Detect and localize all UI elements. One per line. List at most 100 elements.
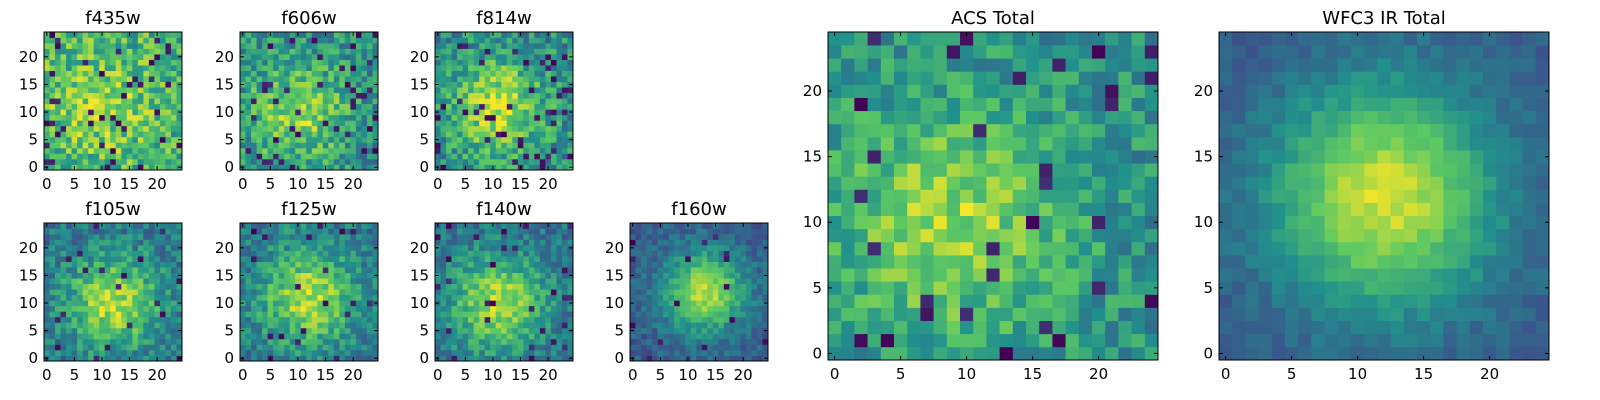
heatmap-cell — [267, 349, 274, 356]
heatmap-cell — [372, 76, 379, 83]
heatmap-cell — [350, 109, 357, 116]
heatmap-cell — [528, 300, 535, 307]
heatmap-cell — [745, 305, 752, 312]
y-tick-label: 0 — [224, 349, 234, 367]
heatmap-cell — [756, 300, 763, 307]
heatmap-cell — [679, 261, 686, 268]
heatmap-cell — [712, 250, 719, 257]
y-tick-label: 15 — [19, 75, 38, 93]
heatmap-cell — [561, 338, 568, 345]
heatmap-cell — [523, 333, 530, 340]
heatmap-cell — [350, 344, 357, 351]
heatmap-cell — [646, 245, 653, 251]
heatmap-cell — [344, 98, 351, 105]
heatmap-cell — [495, 294, 502, 301]
heatmap-cell — [517, 98, 524, 105]
heatmap-cell — [295, 267, 302, 274]
heatmap-cell — [77, 98, 83, 105]
axes-frame — [434, 222, 574, 362]
heatmap-cell — [115, 120, 122, 127]
heatmap-cell — [137, 65, 144, 71]
heatmap-cell — [165, 65, 172, 71]
heatmap-cell — [49, 278, 56, 285]
heatmap-cell — [165, 81, 172, 88]
heatmap-cell — [630, 239, 636, 246]
heatmap-cell — [701, 316, 708, 323]
heatmap-cell — [372, 103, 379, 110]
heatmap-cell — [372, 70, 379, 77]
heatmap-cell — [1052, 255, 1066, 269]
heatmap-cell — [306, 153, 313, 160]
heatmap-cell — [170, 125, 177, 132]
heatmap-cell — [561, 234, 568, 240]
heatmap-cell — [462, 48, 469, 55]
heatmap-cell — [1144, 255, 1159, 269]
heatmap-cell — [545, 316, 552, 323]
heatmap-cell — [49, 300, 56, 307]
heatmap-cell — [657, 234, 664, 240]
heatmap-cell — [300, 245, 307, 251]
heatmap-cell — [148, 316, 155, 323]
heatmap-cell — [435, 283, 441, 290]
heatmap-cell — [635, 327, 642, 334]
heatmap-cell — [501, 278, 508, 285]
heatmap-cell — [517, 349, 524, 356]
heatmap-cell — [756, 305, 763, 312]
heatmap-cell — [110, 65, 117, 71]
heatmap-cell — [55, 43, 61, 49]
heatmap-cell — [729, 322, 736, 329]
heatmap-cell — [506, 37, 513, 44]
heatmap-cell — [479, 311, 486, 318]
heatmap-cell — [295, 59, 302, 66]
heatmap-cell — [674, 349, 681, 356]
heatmap-cell — [652, 322, 658, 329]
heatmap-cell — [77, 261, 83, 268]
heatmap-cell — [170, 245, 177, 251]
heatmap-cell — [484, 87, 491, 94]
axes-frame — [629, 222, 769, 362]
heatmap-cell — [1118, 228, 1132, 243]
heatmap-cell — [82, 228, 89, 235]
heatmap-cell — [484, 147, 491, 154]
heatmap-cell — [344, 234, 351, 240]
heatmap-cell — [501, 344, 508, 351]
heatmap-cell — [60, 142, 67, 149]
heatmap-cell — [723, 234, 730, 240]
heatmap-cell — [668, 272, 675, 279]
heatmap-cell — [468, 261, 474, 268]
heatmap-cell — [333, 147, 340, 154]
heatmap-cell — [137, 333, 144, 340]
heatmap-cell — [110, 54, 117, 60]
heatmap-cell — [663, 239, 669, 246]
heatmap-cell — [457, 294, 463, 301]
heatmap-cell — [451, 37, 458, 44]
heatmap-cell — [435, 153, 441, 160]
heatmap-cell — [451, 158, 458, 165]
heatmap-cell — [132, 338, 139, 345]
heatmap-cell — [539, 131, 546, 138]
heatmap-cell — [696, 327, 703, 334]
heatmap-cell — [501, 98, 508, 105]
heatmap-cell — [245, 228, 252, 235]
heatmap-cell — [1065, 241, 1080, 256]
heatmap-cell — [170, 327, 177, 334]
heatmap-cell — [350, 311, 357, 318]
heatmap-cell — [256, 103, 263, 110]
heatmap-cell — [344, 103, 351, 110]
heatmap-cell — [339, 322, 346, 329]
heatmap-cell — [289, 142, 296, 149]
heatmap-cell — [556, 322, 563, 329]
heatmap-cell — [55, 344, 61, 351]
heatmap-cell — [534, 70, 541, 77]
heatmap-cell — [256, 294, 263, 301]
heatmap-cell — [355, 131, 362, 138]
heatmap-cell — [435, 103, 441, 110]
heatmap-cell — [55, 114, 61, 121]
heatmap-cell — [267, 142, 274, 149]
heatmap-cell — [528, 228, 535, 235]
heatmap-cell — [495, 355, 502, 362]
heatmap-cell — [528, 48, 535, 55]
heatmap-cell — [451, 147, 458, 154]
heatmap-cell — [867, 294, 882, 308]
heatmap-cell — [462, 316, 469, 323]
